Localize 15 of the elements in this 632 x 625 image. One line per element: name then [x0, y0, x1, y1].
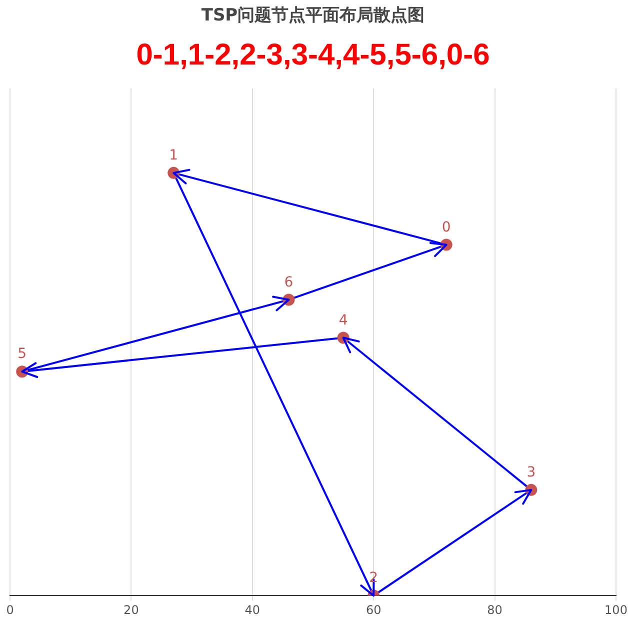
x-tick-label: 80: [487, 602, 502, 617]
annotation: 2: [369, 570, 378, 586]
annotation: 6: [284, 274, 294, 290]
annotation: 0: [442, 219, 451, 236]
annotation: 3: [526, 464, 536, 481]
chart-title: TSP问题节点平面布局散点图: [201, 6, 425, 26]
chart-subtitle: 0-1,1-2,2-3,3-4,4-5,5-6,0-6: [136, 38, 490, 72]
x-tick-label: 60: [366, 602, 382, 617]
x-tick-label: 100: [604, 602, 628, 617]
annotation: 5: [18, 346, 27, 362]
x-tick-label: 40: [244, 602, 260, 617]
annotation: 4: [338, 312, 348, 328]
x-tick-label: 0: [6, 602, 14, 617]
annotation: 1: [169, 148, 178, 164]
x-tick-label: 20: [124, 602, 139, 617]
